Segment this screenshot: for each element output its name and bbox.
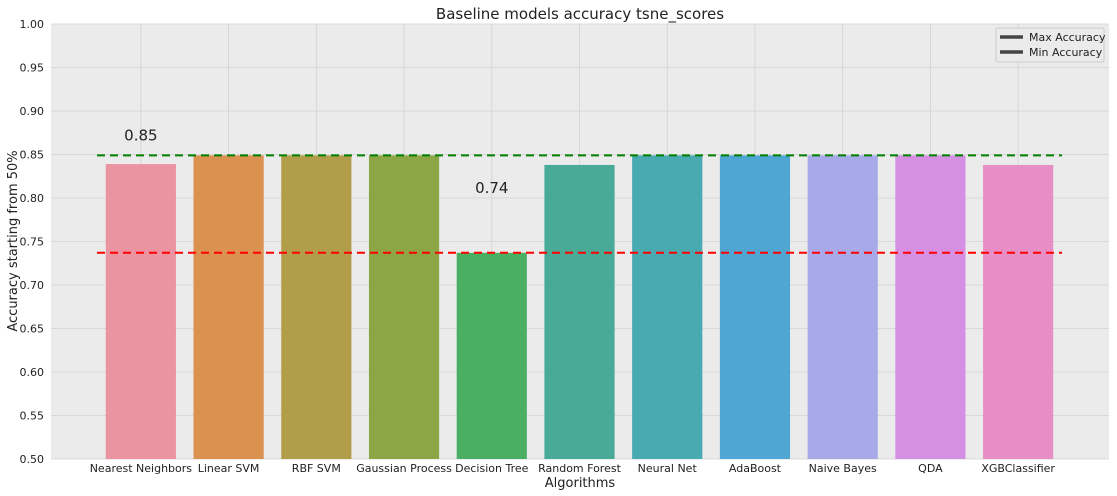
- y-axis-label: Accuracy starting from 50%: [6, 150, 21, 331]
- y-tick-label: 0.70: [20, 279, 45, 292]
- y-tick-label: 0.75: [20, 236, 45, 249]
- y-tick-label: 0.65: [20, 323, 45, 336]
- bar-neural-net: [632, 155, 703, 459]
- bar-random-forest: [544, 164, 615, 459]
- annotation-label: 0.74: [475, 179, 508, 197]
- bar-qda: [895, 155, 966, 459]
- y-axis-ticks: 0.50 0.55 0.60 0.65 0.70 0.75 0.80 0.85 0.90 0.95…: [20, 18, 45, 466]
- y-tick-label: 0.85: [20, 149, 45, 162]
- legend-label-max: Max Accuracy: [1029, 31, 1106, 44]
- y-tick-label: 0.80: [20, 192, 45, 205]
- x-tick-label: AdaBoost: [729, 462, 782, 475]
- bar-linear-svm: [193, 155, 264, 459]
- x-axis-ticks: Nearest Neighbors Linear SVM RBF SVM Gaussi…: [90, 462, 1056, 475]
- annotation-label: 0.85: [124, 127, 157, 145]
- x-axis-label: Algorithms: [545, 476, 616, 491]
- x-tick-label: XGBClassifier: [981, 462, 1055, 475]
- reference-lines: [97, 154, 1062, 254]
- y-tick-label: 0.50: [20, 453, 45, 466]
- x-tick-label: Linear SVM: [198, 462, 260, 475]
- y-tick-label: 1.00: [20, 18, 45, 31]
- annotations: 0.85 0.74: [124, 127, 508, 197]
- x-tick-label: Neural Net: [638, 462, 698, 475]
- y-tick-label: 0.60: [20, 366, 45, 379]
- x-tick-label: Naive Bayes: [809, 462, 877, 475]
- legend-label-min: Min Accuracy: [1029, 46, 1103, 59]
- x-tick-label: Decision Tree: [455, 462, 528, 475]
- x-tick-label: Random Forest: [538, 462, 621, 475]
- x-tick-label: QDA: [918, 462, 943, 475]
- bar-rbf-svm: [281, 155, 352, 459]
- x-tick-label: Nearest Neighbors: [90, 462, 193, 475]
- legend: Max Accuracy Min Accuracy: [995, 27, 1106, 63]
- y-tick-label: 0.95: [20, 62, 45, 75]
- bar-xgbclassifier: [983, 164, 1054, 459]
- chart-title: Baseline models accuracy tsne_scores: [436, 5, 724, 24]
- bars-group: [105, 155, 1054, 459]
- y-tick-label: 0.55: [20, 410, 45, 423]
- bar-adaboost: [719, 155, 791, 459]
- bar-gaussian-process: [368, 155, 440, 459]
- y-tick-label: 0.90: [20, 105, 45, 118]
- bar-naive-bayes: [807, 155, 878, 459]
- x-tick-label: RBF SVM: [292, 462, 341, 475]
- x-tick-label: Gaussian Process: [356, 462, 452, 475]
- bar-decision-tree: [456, 252, 527, 459]
- bar-nearest-neighbors: [105, 164, 176, 459]
